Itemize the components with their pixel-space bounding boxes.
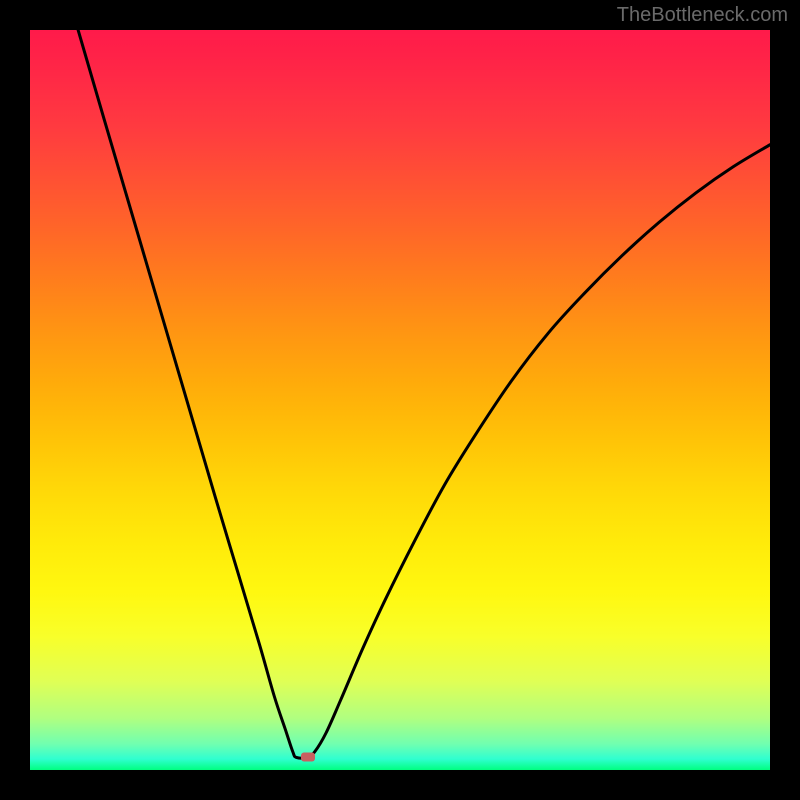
chart-container: TheBottleneck.com — [0, 0, 800, 800]
watermark-text: TheBottleneck.com — [617, 4, 788, 27]
optimal-point-marker — [301, 753, 315, 762]
bottleneck-curve — [30, 30, 770, 770]
plot-area — [30, 30, 770, 770]
